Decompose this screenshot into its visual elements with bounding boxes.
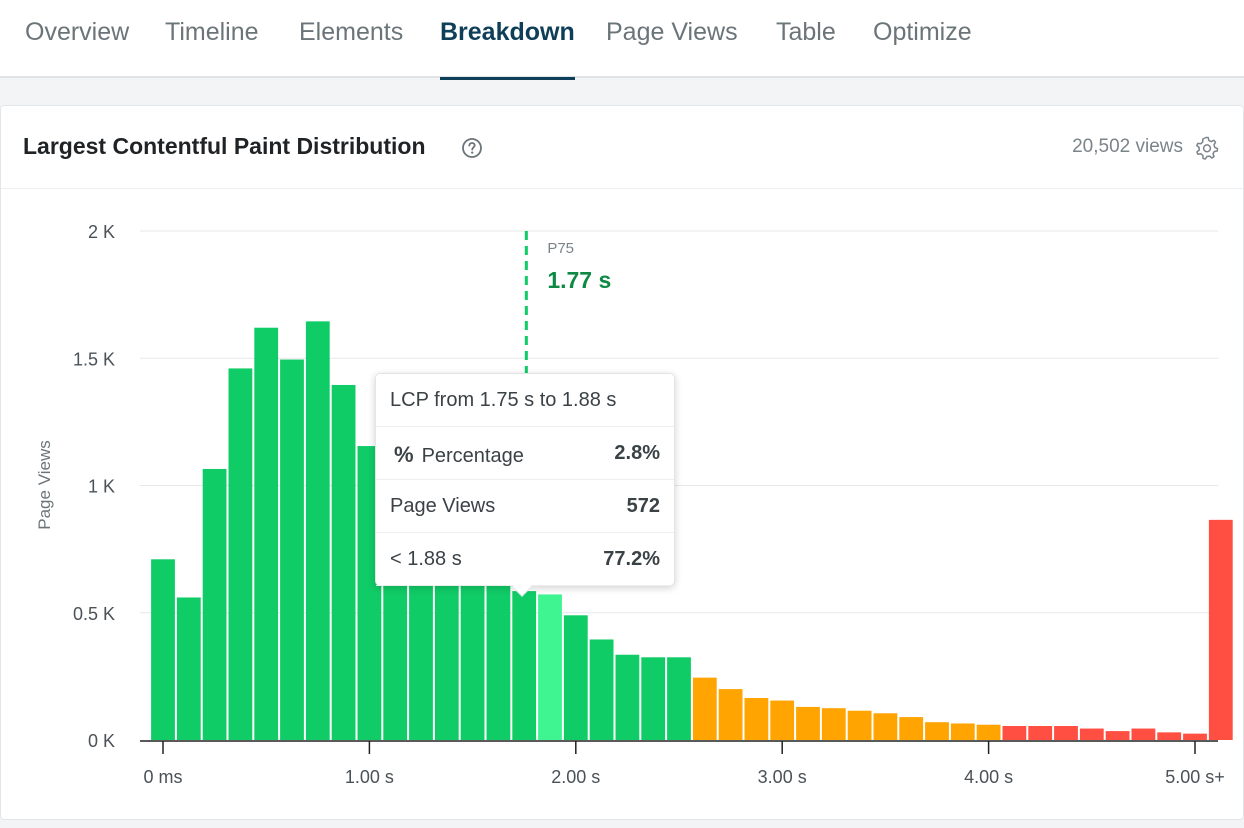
tab-page-views[interactable]: Page Views — [606, 18, 738, 46]
tooltip-page-views-label: Page Views — [390, 495, 496, 517]
tooltip-cumulative-row: < 1.88 s 77.2% — [376, 533, 674, 586]
histogram-bar — [615, 654, 640, 740]
histogram-bar — [1131, 728, 1156, 740]
histogram-bar — [1002, 726, 1027, 740]
histogram-bar-hovered — [538, 594, 562, 740]
x-tick-label: 3.00 s — [758, 767, 807, 787]
histogram-bar — [744, 698, 769, 740]
histogram-bar — [925, 722, 949, 740]
histogram-bar — [280, 359, 304, 740]
histogram-bar — [899, 717, 924, 740]
x-tick-label: 0 ms — [143, 767, 182, 787]
tab-elements[interactable]: Elements — [299, 18, 404, 46]
tooltip-percentage-value: 2.8% — [614, 442, 660, 464]
histogram-bar — [151, 559, 175, 740]
tooltip-cumulative-label: < 1.88 s — [390, 548, 462, 570]
histogram-bar — [460, 564, 485, 740]
y-tick-label: 2 K — [88, 222, 115, 242]
histogram-bar — [718, 689, 743, 740]
bin-tooltip: LCP from 1.75 s to 1.88 s % Percentage 2.… — [375, 373, 675, 597]
histogram-bar — [563, 615, 588, 740]
histogram-bar — [589, 639, 614, 740]
histogram-bar — [512, 591, 537, 740]
tooltip-page-views-value: 572 — [626, 495, 660, 517]
histogram-bar — [1054, 726, 1078, 740]
tab-optimize[interactable]: Optimize — [873, 18, 972, 46]
histogram-bar — [821, 708, 846, 740]
tab-table[interactable]: Table — [776, 18, 836, 46]
histogram-bar — [873, 713, 898, 740]
histogram-bar — [1028, 726, 1053, 740]
percent-icon: % — [394, 442, 414, 467]
histogram-bar — [1079, 728, 1104, 740]
views-count: 20,502 views — [1072, 136, 1183, 157]
y-axis-title: Page Views — [35, 440, 54, 529]
histogram-bar — [434, 546, 459, 740]
histogram-bar — [228, 368, 253, 740]
histogram-bar — [770, 700, 795, 740]
tab-overview[interactable]: Overview — [25, 18, 130, 46]
y-tick-label: 1 K — [88, 477, 115, 497]
histogram-bar — [667, 657, 691, 740]
histogram-bar — [1105, 731, 1130, 740]
histogram-bar — [1183, 733, 1207, 740]
x-tick-label: 4.00 s — [964, 767, 1013, 787]
tab-bar: Overview Timeline Elements Breakdown Pag… — [0, 0, 1244, 80]
tab-timeline[interactable]: Timeline — [165, 18, 259, 46]
histogram-bar — [1157, 732, 1182, 740]
histogram-bar — [331, 384, 356, 740]
card-header: Largest Contentful Paint Distribution 20… — [1, 106, 1243, 189]
x-tick-label: 2.00 s — [551, 767, 600, 787]
histogram-bar — [692, 677, 717, 740]
question-circle-icon[interactable] — [461, 137, 483, 159]
tooltip-percentage-text: Percentage — [421, 445, 524, 467]
histogram-bar — [950, 723, 975, 740]
histogram-bar — [1208, 519, 1233, 740]
histogram-bar — [305, 321, 330, 740]
histogram-bar — [176, 597, 201, 740]
tooltip-title: LCP from 1.75 s to 1.88 s — [390, 389, 617, 411]
histogram-bar — [486, 582, 511, 740]
y-tick-label: 1.5 K — [73, 349, 115, 369]
x-tick-label: 5.00 s+ — [1165, 767, 1225, 787]
tooltip-cumulative-value: 77.2% — [603, 548, 660, 570]
histogram-bar — [796, 706, 820, 740]
histogram-bar — [202, 468, 227, 740]
histogram-bar — [976, 724, 1001, 740]
gear-icon[interactable] — [1193, 135, 1219, 161]
tab-breakdown[interactable]: Breakdown — [440, 0, 575, 80]
histogram-bar — [254, 327, 279, 740]
y-tick-label: 0 K — [88, 731, 115, 751]
p75-value: 1.77 s — [547, 267, 611, 293]
tooltip-percentage-label: % Percentage — [390, 442, 524, 468]
histogram-bar — [847, 710, 872, 740]
tooltip-percentage-row: % Percentage 2.8% — [376, 427, 674, 480]
tooltip-page-views-row: Page Views 572 — [376, 480, 674, 533]
card-title: Largest Contentful Paint Distribution — [23, 133, 426, 159]
histogram-bar — [641, 657, 666, 740]
y-tick-label: 0.5 K — [73, 604, 115, 624]
tooltip-title-row: LCP from 1.75 s to 1.88 s — [376, 374, 674, 427]
x-tick-label: 1.00 s — [345, 767, 394, 787]
p75-label: P75 — [547, 240, 574, 257]
